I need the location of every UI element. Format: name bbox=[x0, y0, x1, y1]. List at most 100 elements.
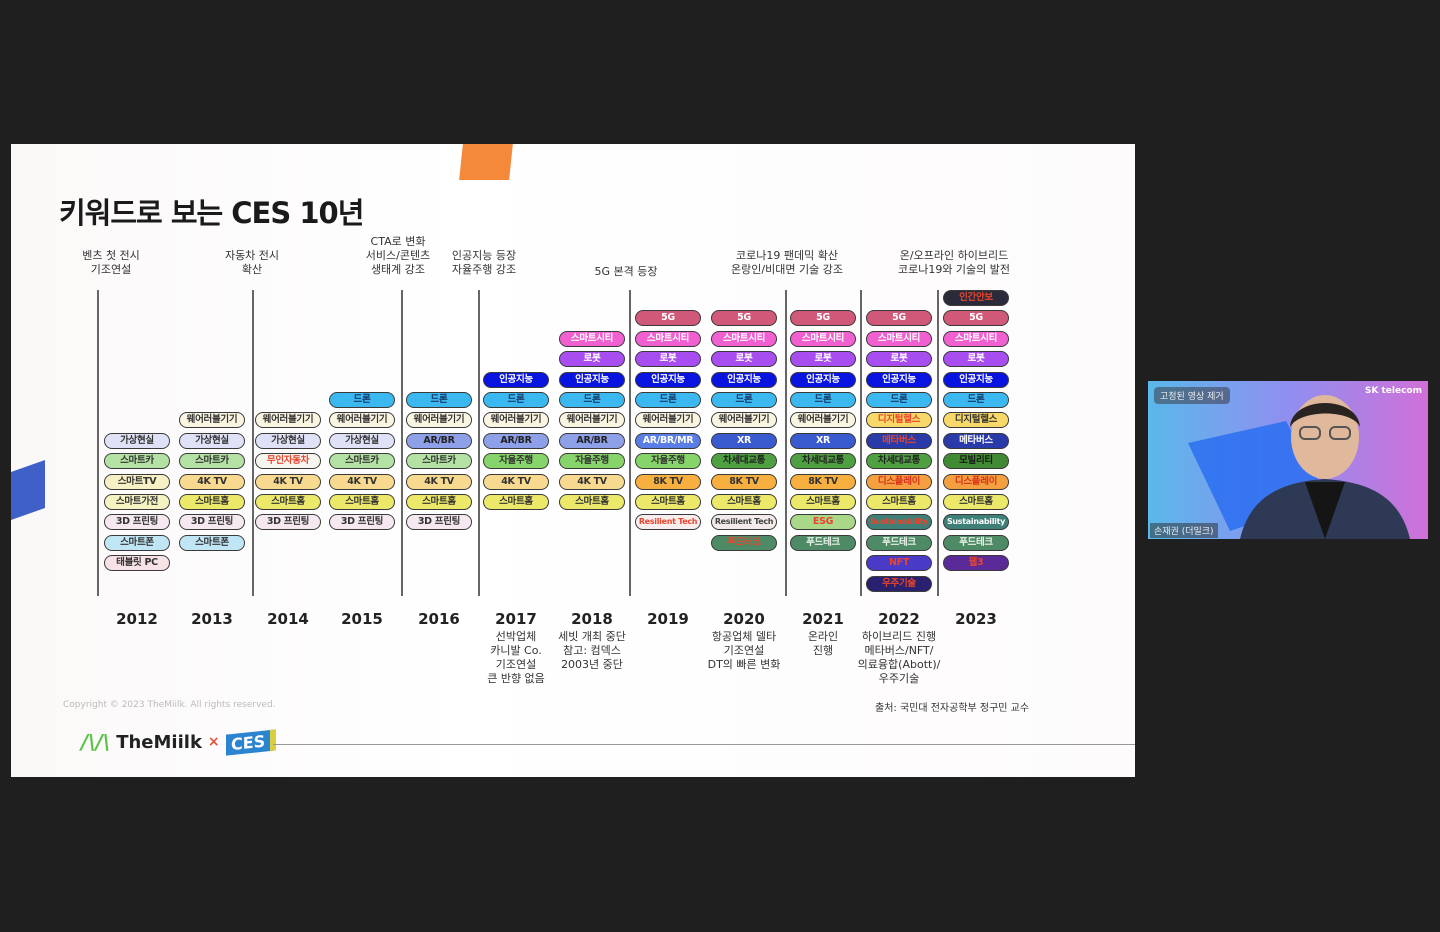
keyword-pill: 4K TV bbox=[255, 473, 321, 490]
divider bbox=[629, 290, 631, 596]
ces-logo: CES bbox=[225, 728, 276, 756]
keyword-pill: 로봇 bbox=[790, 351, 856, 368]
keyword-pill: 차세대교통 bbox=[790, 453, 856, 470]
keyword-pill: 푸드테크 bbox=[866, 534, 932, 551]
logo: /\/\ TheMiilk × CES bbox=[81, 728, 276, 756]
divider bbox=[937, 290, 939, 596]
keyword-pill: 드론 bbox=[711, 392, 777, 408]
keyword-pill: 4K TV bbox=[483, 473, 549, 490]
keyword-pill: 웨어러블기기 bbox=[483, 412, 549, 429]
keyword-pill: 스마트시티 bbox=[711, 330, 777, 347]
keyword-pill: NFT bbox=[866, 555, 932, 572]
era-header: 벤츠 첫 전시 기조연설 bbox=[82, 249, 140, 276]
keyword-pill: 스마트홈 bbox=[329, 494, 395, 510]
keyword-pill: 3D 프린팅 bbox=[179, 514, 245, 531]
keyword-pill: 스마트카 bbox=[406, 453, 472, 470]
divider bbox=[478, 290, 480, 596]
copyright-text: Copyright © 2023 TheMiilk. All rights re… bbox=[63, 700, 276, 710]
year-label: 2017 bbox=[495, 610, 537, 628]
year-label: 2019 bbox=[647, 610, 689, 628]
keyword-pill: 4K TV bbox=[179, 473, 245, 490]
keyword-pill: 인공지능 bbox=[635, 371, 701, 388]
keyword-pill: 로봇 bbox=[559, 351, 625, 368]
keyword-pill: 자율주행 bbox=[635, 453, 701, 470]
keyword-pill: 로봇 bbox=[635, 351, 701, 368]
year-note: 세빗 개최 중단 참고: 컴덱스 2003년 중단 bbox=[558, 630, 626, 671]
era-header: 인공지능 등장 자율주행 강조 bbox=[451, 249, 517, 276]
year-note: 선박업체 카니발 Co. 기조연설 큰 반향 없음 bbox=[487, 630, 545, 685]
keyword-pill: 인공지능 bbox=[943, 371, 1009, 388]
keyword-pill: 드론 bbox=[790, 392, 856, 408]
keyword-pill: 인공지능 bbox=[866, 371, 932, 388]
keyword-pill: 스마트카 bbox=[179, 453, 245, 470]
keyword-pill: 드론 bbox=[866, 392, 932, 408]
year-label: 2013 bbox=[191, 610, 233, 628]
keyword-pill: 태블릿 PC bbox=[104, 555, 170, 572]
keyword-pill: 3D 프린팅 bbox=[329, 514, 395, 531]
keyword-pill: 스마트시티 bbox=[943, 330, 1009, 347]
keyword-pill: 스마트홈 bbox=[866, 494, 932, 510]
year-label: 2015 bbox=[341, 610, 383, 628]
presentation-slide: 키워드로 보는 CES 10년 벤츠 첫 전시 기조연설 자동차 전시 확산 C… bbox=[11, 144, 1135, 777]
keyword-pill: 드론 bbox=[635, 392, 701, 408]
divider bbox=[785, 290, 787, 596]
participant-avatar bbox=[1240, 395, 1410, 539]
keyword-pill: 가상현실 bbox=[329, 432, 395, 449]
year-label: 2021 bbox=[802, 610, 844, 628]
keyword-pill: 3D 프린팅 bbox=[104, 514, 170, 531]
keyword-pill: 디지털헬스 bbox=[866, 412, 932, 429]
keyword-pill: 가상현실 bbox=[104, 432, 170, 449]
keyword-pill: 스마트가전 bbox=[104, 494, 170, 510]
keyword-pill: AR/BR bbox=[559, 432, 625, 449]
keyword-pill: 스마트시티 bbox=[790, 330, 856, 347]
keyword-pill: Resilient Tech bbox=[711, 514, 777, 531]
keyword-pill: 스마트폰 bbox=[104, 534, 170, 551]
year-label: 2020 bbox=[723, 610, 765, 628]
unpin-video-button[interactable]: 고정된 영상 제거 bbox=[1154, 387, 1230, 404]
keyword-pill: 스마트카 bbox=[329, 453, 395, 470]
keyword-pill: 스마트홈 bbox=[179, 494, 245, 510]
keyword-pill: 드론 bbox=[406, 392, 472, 408]
keyword-pill: 스마트시티 bbox=[635, 330, 701, 347]
keyword-pill: 8K TV bbox=[711, 473, 777, 490]
keyword-pill: 웨어러블기기 bbox=[711, 412, 777, 429]
keyword-pill: 스마트폰 bbox=[179, 534, 245, 551]
keyword-pill: 8K TV bbox=[790, 473, 856, 490]
keyword-pill: 5G bbox=[790, 310, 856, 327]
keyword-pill: 웨어러블기기 bbox=[255, 412, 321, 429]
keyword-pill: 스마트시티 bbox=[559, 330, 625, 347]
participant-video-tile[interactable]: 고정된 영상 제거 SK telecom 손재권 (더밀크) bbox=[1148, 381, 1428, 539]
sk-telecom-logo: SK telecom bbox=[1364, 386, 1422, 396]
keyword-pill: XR bbox=[711, 432, 777, 449]
participant-name: 손재권 (더밀크) bbox=[1150, 523, 1218, 538]
year-label: 2023 bbox=[955, 610, 997, 628]
keyword-pill: 우주기술 bbox=[866, 575, 932, 592]
keyword-pill: 스마트홈 bbox=[635, 494, 701, 510]
slide-title: 키워드로 보는 CES 10년 bbox=[59, 196, 364, 230]
keyword-pill: 디스플레이 bbox=[866, 473, 932, 490]
divider bbox=[97, 290, 99, 596]
keyword-pill: 모빌리티 bbox=[943, 453, 1009, 470]
keyword-pill: 웨어러블기기 bbox=[179, 412, 245, 429]
keyword-pill: 인간안보 bbox=[943, 290, 1009, 306]
divider bbox=[860, 290, 862, 596]
keyword-pill: 디스플레이 bbox=[943, 473, 1009, 490]
footer-divider bbox=[273, 744, 1135, 745]
themiilk-logo-icon: /\/\ bbox=[81, 730, 111, 754]
year-label: 2022 bbox=[878, 610, 920, 628]
keyword-pill: 스마트시티 bbox=[866, 330, 932, 347]
keyword-pill: 디지털헬스 bbox=[943, 412, 1009, 429]
keyword-pill: 인공지능 bbox=[559, 371, 625, 388]
keyword-pill: 드론 bbox=[559, 392, 625, 408]
keyword-pill: 5G bbox=[943, 310, 1009, 327]
keyword-pill: 인공지능 bbox=[790, 371, 856, 388]
keyword-pill: 자율주행 bbox=[559, 453, 625, 470]
keyword-pill: 스마트홈 bbox=[711, 494, 777, 510]
keyword-pill: 푸드테크 bbox=[790, 534, 856, 551]
era-header: CTA로 변화 서비스/콘텐츠 생태계 강조 bbox=[365, 235, 431, 276]
times-sign: × bbox=[207, 734, 220, 750]
keyword-pill: 8K TV bbox=[635, 473, 701, 490]
keyword-pill: 웨어러블기기 bbox=[559, 412, 625, 429]
year-label: 2016 bbox=[418, 610, 460, 628]
keyword-pill: 푸드테크 bbox=[943, 534, 1009, 551]
